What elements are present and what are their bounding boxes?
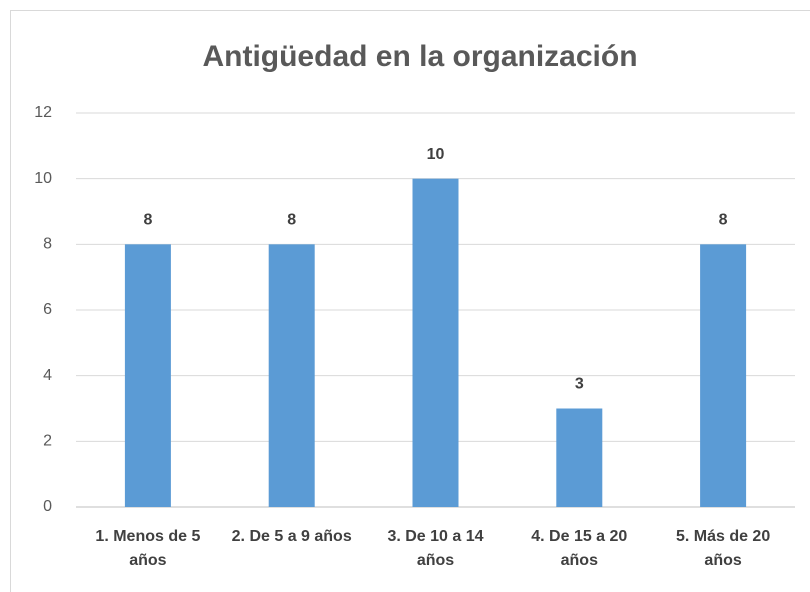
- x-tick-label: 4. De 15 a 20 años: [531, 528, 628, 569]
- y-tick-label: 2: [43, 433, 52, 450]
- data-label: 8: [287, 212, 296, 229]
- bar: [124, 244, 171, 508]
- data-label: 8: [719, 212, 728, 229]
- bar: [700, 244, 747, 508]
- chart-title: Antigüedad en la organización: [202, 40, 637, 73]
- y-tick-label: 6: [43, 301, 52, 318]
- bar: [556, 408, 603, 507]
- x-tick-label: 5. Más de 20 años: [675, 528, 771, 569]
- data-label: 8: [143, 212, 152, 229]
- y-tick-label: 4: [43, 367, 52, 384]
- data-label: 10: [427, 146, 445, 163]
- y-tick-label: 10: [34, 170, 52, 187]
- x-tick-label: 2. De 5 a 9 años: [231, 528, 352, 545]
- x-tick-label: 3. De 10 a 14 años: [387, 528, 484, 569]
- bar: [412, 178, 459, 507]
- bar: [268, 244, 315, 508]
- y-tick-label: 0: [43, 498, 52, 515]
- y-tick-label: 8: [43, 236, 52, 253]
- data-label: 3: [575, 376, 584, 393]
- y-tick-label: 12: [34, 104, 52, 121]
- x-tick-label: 1. Menos de 5 años: [95, 528, 201, 569]
